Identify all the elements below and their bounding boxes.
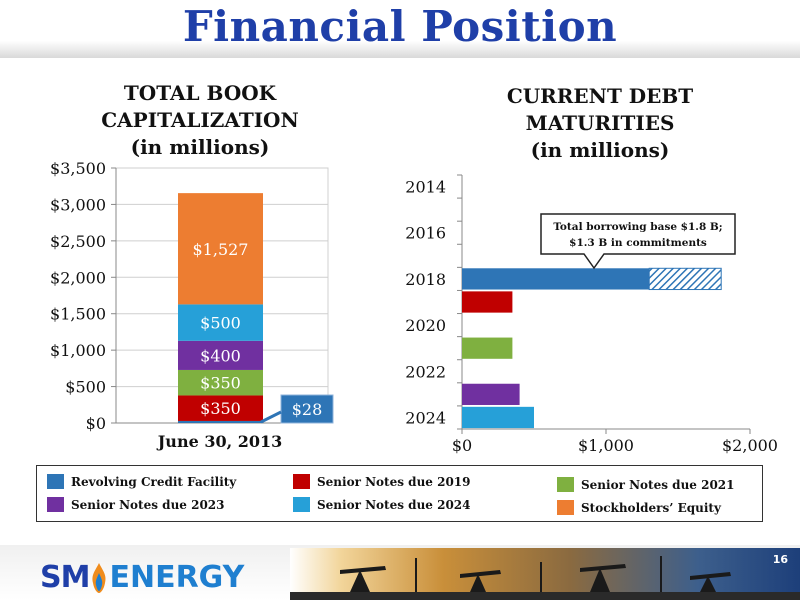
legend-label: Senior Notes due 2019 (317, 474, 471, 489)
debt-chart-title-line-2: MATURITIES (525, 111, 675, 135)
debt-bar (462, 268, 650, 290)
cap-chart-title-line-3: (in millions) (130, 135, 270, 159)
legend-swatch (47, 497, 64, 512)
cap-callout-box (280, 394, 334, 424)
debt-y-tick-label: 2014 (405, 178, 446, 197)
legend-swatch (293, 474, 310, 489)
legend-swatch (47, 474, 64, 489)
debt-y-tick-label: 2018 (405, 270, 446, 289)
legend-label: Stockholders’ Equity (581, 500, 721, 515)
legend-item-notes-2021: Senior Notes due 2021 (557, 477, 735, 492)
page-number: 16 (772, 553, 788, 566)
debt-chart-title-line-1: CURRENT DEBT (506, 84, 694, 108)
debt-y-tick-label: 2016 (405, 224, 446, 243)
debt-annotation-line-2: $1.3 B in commitments (569, 237, 707, 249)
debt-x-tick-label: $1,000 (578, 436, 634, 455)
debt-bar (462, 406, 534, 429)
pump-jack-silhouettes (290, 556, 800, 600)
cap-segment-label: $500 (200, 314, 241, 333)
cap-x-category-label: June 30, 2013 (156, 432, 283, 451)
debt-annotation-box (540, 213, 736, 270)
legend-label: Senior Notes due 2021 (581, 477, 735, 492)
cap-callout-label: $28 (292, 400, 323, 419)
cap-callout-arrow (260, 410, 282, 424)
cap-segment-label: $350 (200, 399, 241, 418)
slide-title: Financial Position (182, 2, 618, 51)
flame-icon (92, 562, 107, 593)
cap-y-tick-label: $1,000 (50, 341, 106, 360)
cap-bar-segment (178, 304, 263, 341)
cap-y-tick-label: $2,000 (50, 268, 106, 287)
debt-bar-uncommitted (648, 267, 722, 291)
legend-item-equity: Stockholders’ Equity (557, 500, 721, 515)
cap-chart-title: TOTAL BOOK CAPITALIZATION (in millions) (60, 80, 340, 161)
debt-y-tick-label: 2022 (405, 362, 446, 381)
debt-y-tick-label: 2020 (405, 316, 446, 335)
cap-y-tick-label: $500 (65, 378, 106, 397)
cap-bar-segment (178, 395, 263, 421)
cap-bar-segment (178, 193, 263, 305)
cap-y-tick-label: $3,500 (50, 159, 106, 178)
cap-segment-label: $350 (200, 374, 241, 393)
cap-segment-label: $1,527 (193, 240, 249, 259)
debt-chart-title-line-3: (in millions) (530, 138, 670, 162)
logo-text-energy: ENERGY (109, 560, 245, 595)
legend-item-notes-2023: Senior Notes due 2023 (47, 497, 225, 512)
debt-chart-title: CURRENT DEBT MATURITIES (in millions) (460, 83, 740, 164)
cap-chart-title-line-1: TOTAL BOOK (123, 81, 277, 105)
logo-text-sm: SM (40, 560, 90, 595)
legend-item-notes-2019: Senior Notes due 2019 (293, 474, 471, 489)
cap-bar-segment (178, 420, 263, 423)
cap-chart-title-line-2: CAPITALIZATION (101, 108, 299, 132)
legend: Revolving Credit Facility Senior Notes d… (36, 465, 763, 522)
debt-bar (462, 383, 520, 405)
legend-swatch (557, 477, 574, 492)
legend-label: Revolving Credit Facility (71, 474, 237, 489)
debt-x-tick-label: $2,000 (722, 436, 778, 455)
debt-y-tick-label: 2024 (405, 408, 446, 427)
cap-segment-label: $400 (200, 346, 241, 365)
debt-bar (462, 291, 513, 313)
debt-annotation-line-1: Total borrowing base $1.8 B; (553, 221, 722, 233)
debt-bar (462, 337, 513, 359)
cap-y-tick-label: $0 (86, 414, 106, 433)
cap-y-tick-label: $3,000 (50, 195, 106, 214)
cap-bar-segment (178, 369, 263, 396)
debt-x-tick-label: $0 (452, 436, 472, 455)
legend-item-revolver: Revolving Credit Facility (47, 474, 236, 489)
legend-swatch (557, 500, 574, 515)
legend-item-notes-2024: Senior Notes due 2024 (293, 497, 471, 512)
legend-label: Senior Notes due 2023 (71, 497, 225, 512)
cap-y-tick-label: $1,500 (50, 305, 106, 324)
legend-swatch (293, 497, 310, 512)
header-band (0, 0, 800, 58)
company-logo: SM ENERGY (40, 560, 244, 595)
oilfield-banner-image (290, 548, 800, 600)
cap-bar-segment (178, 340, 263, 370)
cap-y-tick-label: $2,500 (50, 232, 106, 251)
legend-label: Senior Notes due 2024 (317, 497, 471, 512)
